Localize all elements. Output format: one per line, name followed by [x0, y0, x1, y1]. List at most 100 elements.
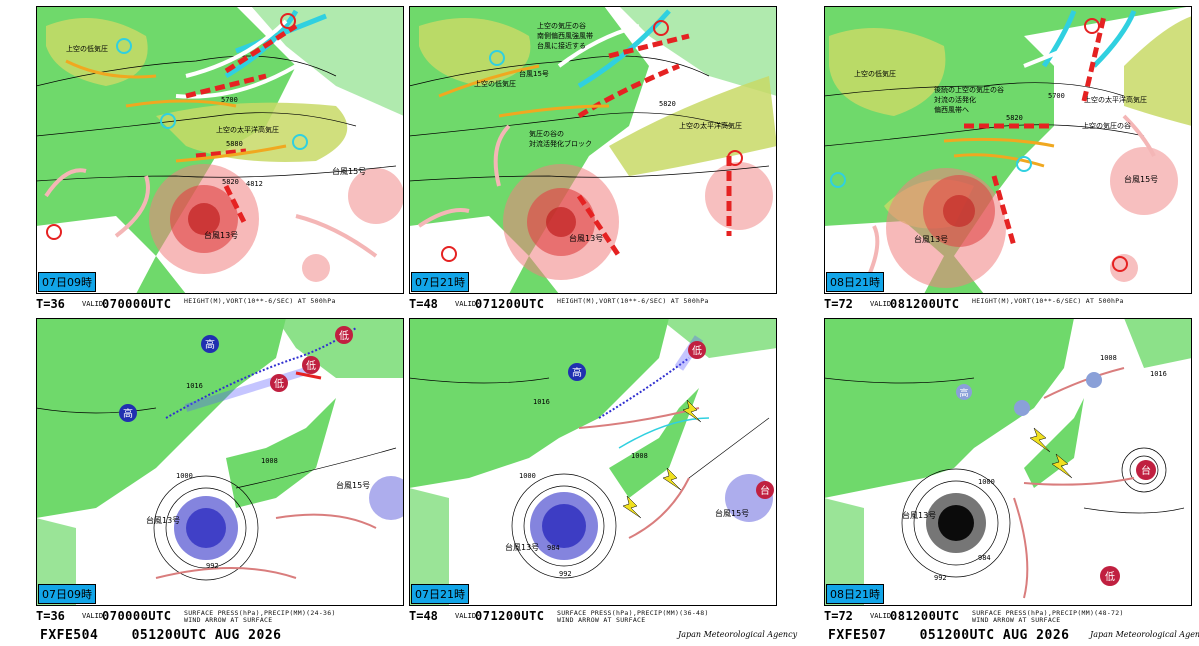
upper-map-1: 上空の低気圧 上空の太平洋高気圧 台風13号 台風15号 5820 5700 5… [36, 6, 404, 294]
upper-caption-3: T=72 VALID 081200UTC HEIGHT(M),VORT(10**… [824, 297, 1192, 311]
valid-time: 081200UTC [890, 297, 960, 311]
svg-text:低: 低 [274, 377, 284, 390]
valid-label: VALID [455, 300, 477, 308]
svg-text:台風15号: 台風15号 [332, 166, 366, 176]
svg-text:対流活発化ブロック: 対流活発化ブロック [529, 139, 592, 148]
svg-text:台風15号: 台風15号 [1124, 174, 1158, 184]
valid-time: 071200UTC [475, 297, 545, 311]
svg-text:5700: 5700 [1048, 92, 1065, 100]
upper-map-2: 上空の低気圧 上空の気圧の谷 南側偏西風強風帯 台風に接近する 台風15号 上空… [409, 6, 777, 294]
svg-text:1016: 1016 [533, 398, 550, 406]
svg-text:高: 高 [205, 338, 215, 351]
lower-caption-3: T=72 VALID 081200UTC SURFACE PRESS(hPa),… [824, 609, 1192, 623]
valid-time: 081200UTC [890, 609, 960, 623]
svg-text:1016: 1016 [186, 382, 203, 390]
lower-caption-1: T=36 VALID 070000UTC SURFACE PRESS(hPa),… [36, 609, 404, 623]
svg-text:後続の上空の気圧の谷: 後続の上空の気圧の谷 [934, 85, 1004, 94]
svg-text:台: 台 [760, 484, 770, 497]
svg-text:上空の太平洋高気圧: 上空の太平洋高気圧 [679, 121, 742, 130]
valid-label: VALID [82, 612, 104, 620]
svg-text:1008: 1008 [261, 457, 278, 465]
svg-text:南側偏西風強風帯: 南側偏西風強風帯 [537, 31, 593, 40]
lower-caption-2: T=48 VALID 071200UTC SURFACE PRESS(hPa),… [409, 609, 777, 623]
lower-panel-2: 高 低 台 台風15号 台風13号 1016 1008 1000 992 984… [409, 318, 777, 606]
svg-text:低: 低 [339, 329, 349, 342]
svg-text:低: 低 [1105, 570, 1115, 583]
upper-panel-2: 上空の低気圧 上空の気圧の谷 南側偏西風強風帯 台風に接近する 台風15号 上空… [409, 6, 777, 294]
svg-text:992: 992 [934, 574, 947, 582]
svg-text:低: 低 [692, 344, 702, 357]
upper-panel-3: 上空の低気圧 後続の上空の気圧の谷 対流の活発化 偏西風帯へ 上空の太平洋高気圧… [824, 6, 1192, 294]
svg-text:992: 992 [206, 562, 219, 570]
svg-text:台風に接近する: 台風に接近する [537, 41, 586, 50]
svg-text:上空の低気圧: 上空の低気圧 [474, 79, 516, 88]
svg-text:1008: 1008 [631, 452, 648, 460]
svg-text:低: 低 [306, 359, 316, 372]
svg-text:上空の太平洋高気圧: 上空の太平洋高気圧 [1084, 95, 1147, 104]
svg-text:高: 高 [572, 366, 582, 379]
forecast-hour: T=72 [824, 297, 853, 311]
forecast-hour: T=48 [409, 609, 438, 623]
svg-text:上空の低気圧: 上空の低気圧 [66, 44, 108, 53]
svg-text:台風13号: 台風13号 [146, 515, 180, 525]
valid-time: 070000UTC [102, 297, 172, 311]
svg-text:台風15号: 台風15号 [715, 508, 749, 518]
upper-map-3: 上空の低気圧 後続の上空の気圧の谷 対流の活発化 偏西風帯へ 上空の太平洋高気圧… [824, 6, 1192, 294]
date-stamp: 07日21時 [411, 272, 469, 292]
forecast-hour: T=72 [824, 609, 853, 623]
svg-text:5820: 5820 [659, 100, 676, 108]
chart-description: SURFACE PRESS(hPa),PRECIP(MM)(24-36) WIND… [184, 609, 336, 624]
svg-text:1008: 1008 [1100, 354, 1117, 362]
valid-label: VALID [870, 612, 892, 620]
svg-text:台風13号: 台風13号 [505, 542, 539, 552]
chart-description: SURFACE PRESS(hPa),PRECIP(MM)(36-48) WIND… [557, 609, 709, 624]
svg-text:上空の太平洋高気圧: 上空の太平洋高気圧 [216, 125, 279, 134]
valid-time: 070000UTC [102, 609, 172, 623]
valid-label: VALID [870, 300, 892, 308]
lower-panel-1: 高 高 低 低 低 台風13号 台風15号 1008 1016 1000 992… [36, 318, 404, 606]
svg-text:5820: 5820 [222, 178, 239, 186]
date-stamp: 07日09時 [38, 272, 96, 292]
valid-time: 071200UTC [475, 609, 545, 623]
svg-text:高: 高 [123, 407, 133, 420]
chart-description: HEIGHT(M),VORT(10**-6/SEC) AT 500hPa [184, 297, 336, 305]
lower-map-3: 高 台 低 台風13号 1008 1016 1000 992 984 [824, 318, 1192, 606]
chart-description: HEIGHT(M),VORT(10**-6/SEC) AT 500hPa [557, 297, 709, 305]
svg-text:対流の活発化: 対流の活発化 [934, 95, 976, 104]
svg-text:984: 984 [978, 554, 991, 562]
valid-label: VALID [455, 612, 477, 620]
date-stamp: 08日21時 [826, 272, 884, 292]
svg-text:気圧の谷の: 気圧の谷の [529, 129, 564, 138]
svg-text:1000: 1000 [176, 472, 193, 480]
svg-text:5820: 5820 [1006, 114, 1023, 122]
valid-label: VALID [82, 300, 104, 308]
svg-text:台風13号: 台風13号 [569, 233, 603, 243]
agency-credit-left: Japan Meteorological Agency [678, 630, 798, 639]
agency-credit-right: Japan Meteorological Agency [1090, 630, 1199, 639]
forecast-hour: T=48 [409, 297, 438, 311]
date-stamp: 07日09時 [38, 584, 96, 604]
date-stamp: 08日21時 [826, 584, 884, 604]
svg-text:1000: 1000 [519, 472, 536, 480]
svg-text:台風13号: 台風13号 [902, 510, 936, 520]
svg-text:台風15号: 台風15号 [519, 69, 549, 78]
upper-caption-2: T=48 VALID 071200UTC HEIGHT(M),VORT(10**… [409, 297, 777, 311]
svg-text:上空の低気圧: 上空の低気圧 [854, 69, 896, 78]
svg-text:高: 高 [959, 387, 968, 399]
lower-panel-3: 高 台 低 台風13号 1008 1016 1000 992 984 08日21… [824, 318, 1192, 606]
svg-text:992: 992 [559, 570, 572, 578]
svg-text:偏西風帯へ: 偏西風帯へ [934, 105, 969, 114]
forecast-hour: T=36 [36, 609, 65, 623]
svg-text:5700: 5700 [221, 96, 238, 104]
svg-text:上空の気圧の谷: 上空の気圧の谷 [537, 21, 586, 30]
svg-text:台風15号: 台風15号 [336, 480, 370, 490]
chart-code-right: FXFE507 051200UTC AUG 2026 [828, 628, 1070, 643]
chart-description: SURFACE PRESS(hPa),PRECIP(MM)(48-72) WIND… [972, 609, 1124, 624]
lower-map-1: 高 高 低 低 低 台風13号 台風15号 1008 1016 1000 992 [36, 318, 404, 606]
svg-text:台: 台 [1141, 464, 1151, 477]
lower-map-2: 高 低 台 台風15号 台風13号 1016 1008 1000 992 984 [409, 318, 777, 606]
svg-text:上空の気圧の谷: 上空の気圧の谷 [1082, 121, 1131, 130]
upper-panel-1: 上空の低気圧 上空の太平洋高気圧 台風13号 台風15号 5820 5700 5… [36, 6, 404, 294]
chart-code-left: FXFE504 051200UTC AUG 2026 [40, 628, 282, 643]
